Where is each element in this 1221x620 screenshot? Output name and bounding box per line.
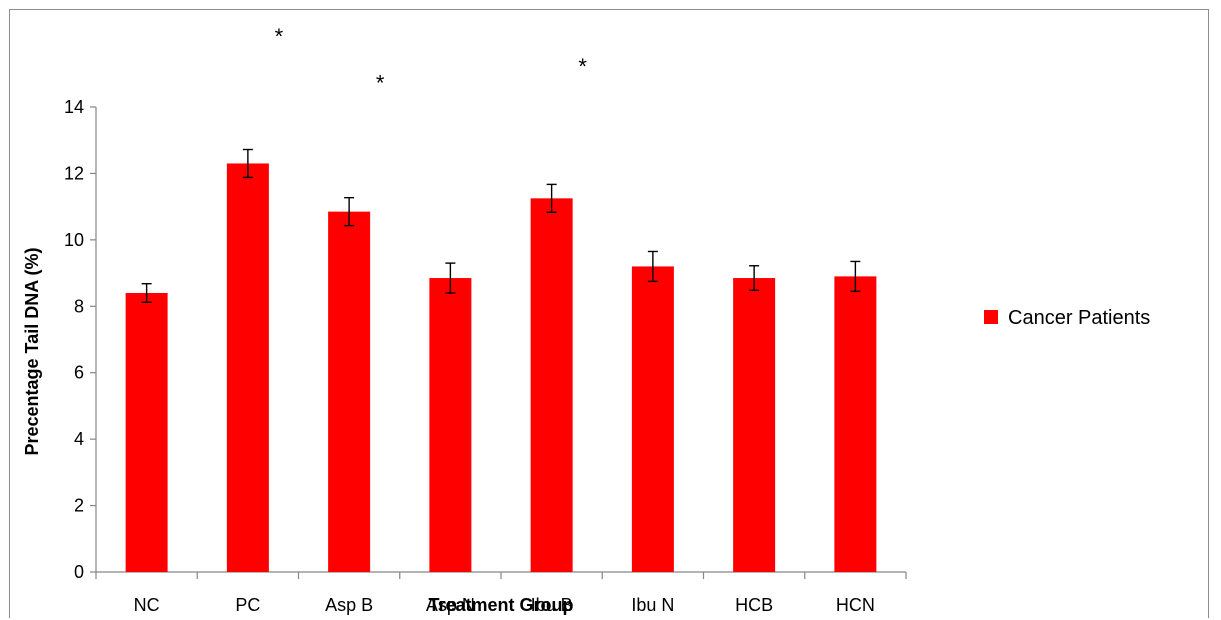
error-bar — [242, 148, 253, 179]
x-tick-label: HCB — [735, 595, 773, 615]
y-tick-label: 8 — [74, 296, 84, 316]
chart-frame — [9, 9, 1209, 618]
bar — [226, 163, 269, 572]
x-tick-label: Ibu B — [531, 595, 573, 615]
error-bars — [141, 148, 861, 303]
error-bar — [141, 283, 152, 303]
error-bar — [546, 183, 557, 213]
y-tick-label: 2 — [74, 496, 84, 516]
significance-annotations: * * * — [275, 24, 588, 96]
x-tick-label: Ibu N — [631, 595, 674, 615]
y-tick-label: 4 — [74, 429, 84, 449]
error-bar — [647, 250, 658, 283]
x-tick-label: Asp N — [426, 595, 475, 615]
bar — [834, 276, 877, 572]
y-tick-label: 10 — [64, 230, 84, 250]
error-bar — [344, 196, 355, 227]
bar — [125, 293, 168, 572]
y-tick-label: 12 — [64, 163, 84, 183]
y-tick-label: 0 — [74, 562, 84, 582]
bar — [328, 211, 371, 572]
error-bar — [850, 260, 861, 293]
legend: Cancer Patients — [984, 307, 1150, 329]
x-tick-label: NC — [134, 595, 160, 615]
error-bar — [445, 262, 456, 294]
legend-swatch — [984, 310, 998, 324]
x-tick-label: Asp B — [325, 595, 373, 615]
error-bar — [749, 265, 760, 292]
y-axis-title: Precentage Tail DNA (%) — [22, 247, 42, 455]
y-tick-label: 6 — [74, 363, 84, 383]
x-axis-title: Treatment Group — [428, 595, 573, 615]
significance-star: * — [376, 70, 385, 95]
x-tick-label: HCN — [836, 595, 875, 615]
bar-series — [125, 163, 877, 572]
y-axis: 0 2 4 6 8 10 12 14 — [64, 97, 97, 582]
significance-star: * — [275, 24, 284, 49]
bar — [530, 198, 573, 572]
bar — [631, 266, 674, 572]
x-tick-label: PC — [235, 595, 260, 615]
bar — [733, 278, 776, 572]
bar — [429, 278, 472, 572]
y-tick-label: 14 — [64, 97, 84, 117]
significance-star: * — [578, 54, 587, 79]
legend-label: Cancer Patients — [1008, 307, 1150, 329]
